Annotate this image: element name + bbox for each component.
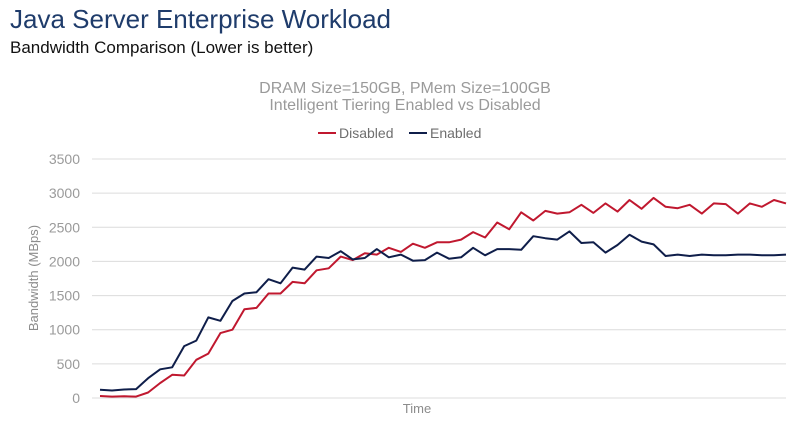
page-subtitle: Bandwidth Comparison (Lower is better) [10,38,314,57]
x-axis-label: Time [403,401,431,416]
y-tick-label: 2000 [49,253,80,269]
series-line-enabled [99,230,787,392]
legend: Disabled Enabled [318,125,481,141]
y-tick-label: 0 [72,390,80,406]
y-axis-label: Bandwidth (MBps) [26,225,41,331]
y-tick-label: 2500 [49,219,80,235]
y-tick-label: 3000 [49,185,80,201]
y-tick-label: 1500 [49,288,80,304]
chart-subtitle: Intelligent Tiering Enabled vs Disabled [269,97,540,114]
y-tick-label: 1000 [49,322,80,338]
gridlines [92,158,786,399]
chart-title: DRAM Size=150GB, PMem Size=100GB [259,80,551,97]
y-axis-ticks: 0 500 1000 1500 2000 2500 3000 3500 [49,151,80,406]
series-layer [99,196,787,398]
page-title: Java Server Enterprise Workload [10,4,392,34]
y-tick-label: 500 [57,356,81,372]
y-tick-label: 3500 [49,151,80,167]
legend-label-enabled: Enabled [430,125,481,141]
legend-label-disabled: Disabled [339,125,393,141]
series-line-disabled [99,196,787,398]
